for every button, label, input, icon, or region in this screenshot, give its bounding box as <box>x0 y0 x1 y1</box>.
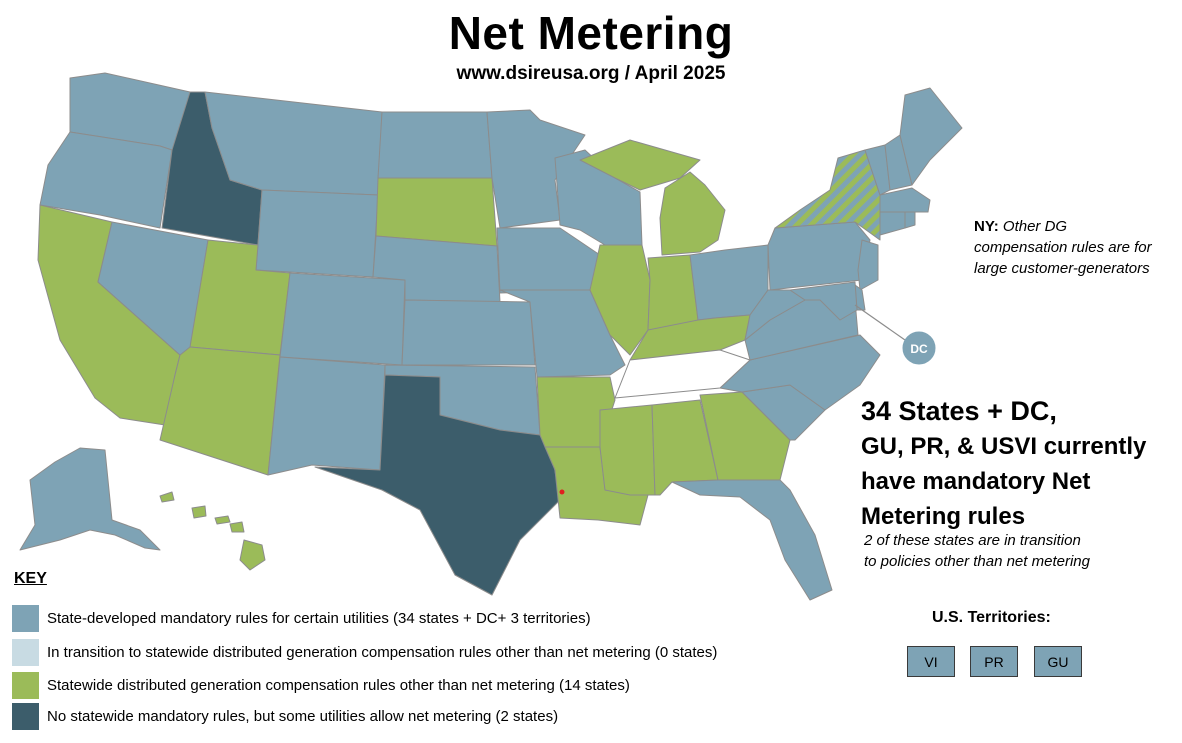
ny-note-text-3: large customer-generators <box>974 260 1150 277</box>
state-new-jersey[interactable] <box>857 239 879 291</box>
headline-line-1: 34 States + DC, <box>861 396 1057 426</box>
headline: 34 States + DC, GU, PR, & USVI currently… <box>861 394 1146 534</box>
state-florida[interactable] <box>671 479 833 601</box>
key-title: KEY <box>14 570 47 587</box>
transition-note: 2 of these states are in transition to p… <box>864 530 1090 572</box>
page-subtitle: www.dsireusa.org / April 2025 <box>456 63 726 84</box>
territory-pr[interactable]: PR <box>970 646 1018 677</box>
territories-title: U.S. Territories: <box>932 609 1051 626</box>
state-arizona[interactable] <box>159 346 281 476</box>
transition-note-line-2: to policies other than net metering <box>864 553 1090 570</box>
state-rhode-island[interactable] <box>904 211 916 229</box>
territory-gu[interactable]: GU <box>1034 646 1082 677</box>
state-colorado[interactable] <box>279 272 406 366</box>
key-item-state-developed: State-developed mandatory rules for cert… <box>12 604 591 632</box>
transition-note-line-1: 2 of these states are in transition <box>864 532 1081 549</box>
ny-note: NY: Other DG compensation rules are for … <box>974 216 1182 279</box>
ny-note-label: NY: <box>974 218 999 235</box>
state-south-dakota[interactable] <box>375 177 498 247</box>
headline-line-3: have mandatory Net <box>861 468 1091 495</box>
key-label: Statewide distributed generation compens… <box>47 676 630 694</box>
state-new-mexico[interactable] <box>267 356 386 476</box>
state-connecticut[interactable] <box>879 211 906 236</box>
state-hawaii[interactable] <box>159 491 266 571</box>
state-illinois[interactable] <box>589 244 651 356</box>
dc-leader-line <box>854 304 906 341</box>
key-swatch <box>12 604 39 632</box>
key-item-in-transition: In transition to statewide distributed g… <box>12 638 717 666</box>
state-texas[interactable] <box>314 374 561 596</box>
key-swatch <box>12 702 39 730</box>
state-michigan[interactable] <box>579 139 726 256</box>
key-swatch <box>12 638 39 666</box>
state-montana[interactable] <box>204 91 383 196</box>
key-label: In transition to statewide distributed g… <box>47 643 718 661</box>
state-north-dakota[interactable] <box>377 111 493 179</box>
state-massachusetts[interactable] <box>879 187 931 213</box>
key-label: State-developed mandatory rules for cert… <box>47 609 591 627</box>
ny-note-text-2: compensation rules are for <box>974 239 1152 256</box>
state-georgia[interactable] <box>699 391 791 481</box>
state-minnesota[interactable] <box>486 109 586 229</box>
page-title: Net Metering <box>448 7 734 59</box>
state-tennessee[interactable] <box>614 349 751 399</box>
state-maine[interactable] <box>899 87 963 186</box>
state-iowa[interactable] <box>496 227 601 294</box>
dc-marker[interactable] <box>902 331 936 365</box>
state-wyoming[interactable] <box>255 189 379 278</box>
territory-vi[interactable]: VI <box>907 646 955 677</box>
state-mississippi[interactable] <box>599 404 656 496</box>
state-oregon[interactable] <box>39 131 173 229</box>
headline-line-4: Metering rules <box>861 503 1026 530</box>
headline-line-2: GU, PR, & USVI currently <box>861 433 1147 460</box>
key-swatch <box>12 671 39 699</box>
dc-label: DC <box>910 342 928 356</box>
state-maryland[interactable] <box>789 281 858 321</box>
key-label: No statewide mandatory rules, but some u… <box>47 707 559 725</box>
key-item-statewide-other: Statewide distributed generation compens… <box>12 671 630 699</box>
state-pennsylvania[interactable] <box>767 221 871 291</box>
ny-note-text-1: Other DG <box>1002 218 1068 235</box>
state-alaska[interactable] <box>19 447 161 551</box>
state-kansas[interactable] <box>401 299 536 366</box>
marker-dot <box>559 489 565 495</box>
key-item-no-statewide: No statewide mandatory rules, but some u… <box>12 702 558 730</box>
